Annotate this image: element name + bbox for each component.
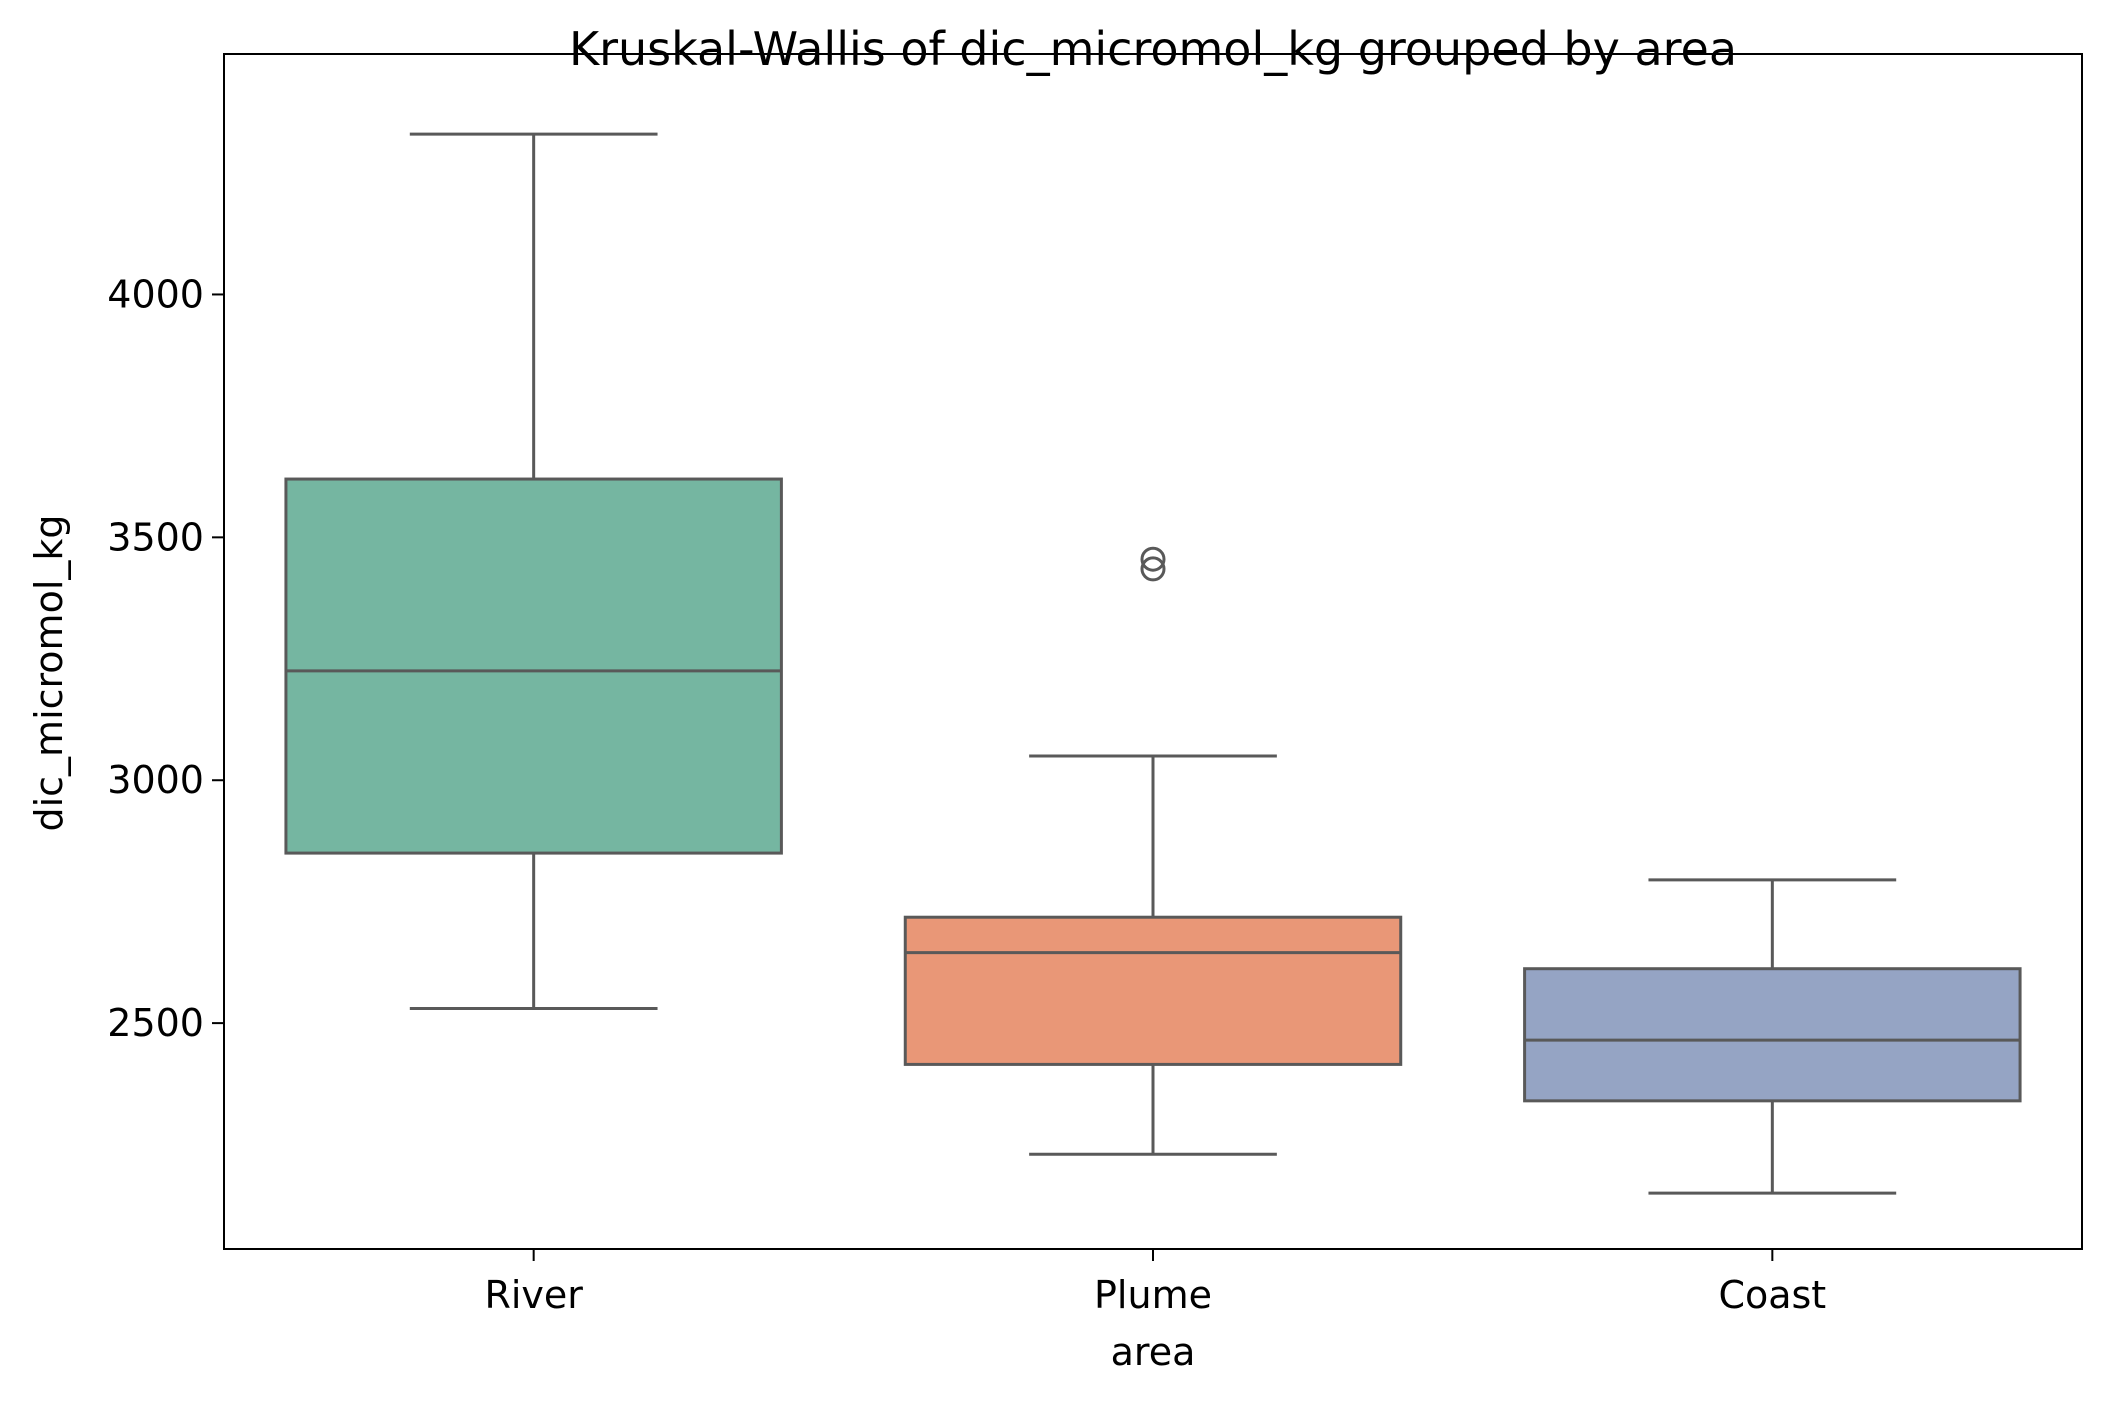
x-tick-label: Plume (1094, 1273, 1212, 1317)
y-tick-label: 3000 (107, 758, 204, 802)
outlier-point (1140, 546, 1166, 572)
y-axis-label: dic_micromol_kg (27, 514, 71, 831)
x-axis: River Plume Coast (484, 1249, 1826, 1317)
iqr-box (1523, 967, 2022, 1103)
box-plume (903, 546, 1403, 1156)
y-tick-label: 2500 (107, 1001, 204, 1045)
plot-area (284, 132, 2022, 1195)
x-tick-label: River (484, 1273, 583, 1317)
y-axis: 2500 3000 3500 4000 (107, 272, 224, 1045)
y-tick-label: 3500 (107, 515, 204, 559)
box-river (284, 132, 783, 1011)
iqr-box (903, 915, 1403, 1066)
box-coast (1523, 878, 2022, 1195)
x-axis-label: area (1111, 1330, 1196, 1374)
iqr-box (284, 477, 783, 855)
outlier-point (1140, 556, 1166, 582)
y-tick-label: 4000 (107, 272, 204, 316)
chart-title: Kruskal-Wallis of dic_micromol_kg groupe… (569, 22, 1737, 76)
x-tick-label: Coast (1718, 1273, 1826, 1317)
